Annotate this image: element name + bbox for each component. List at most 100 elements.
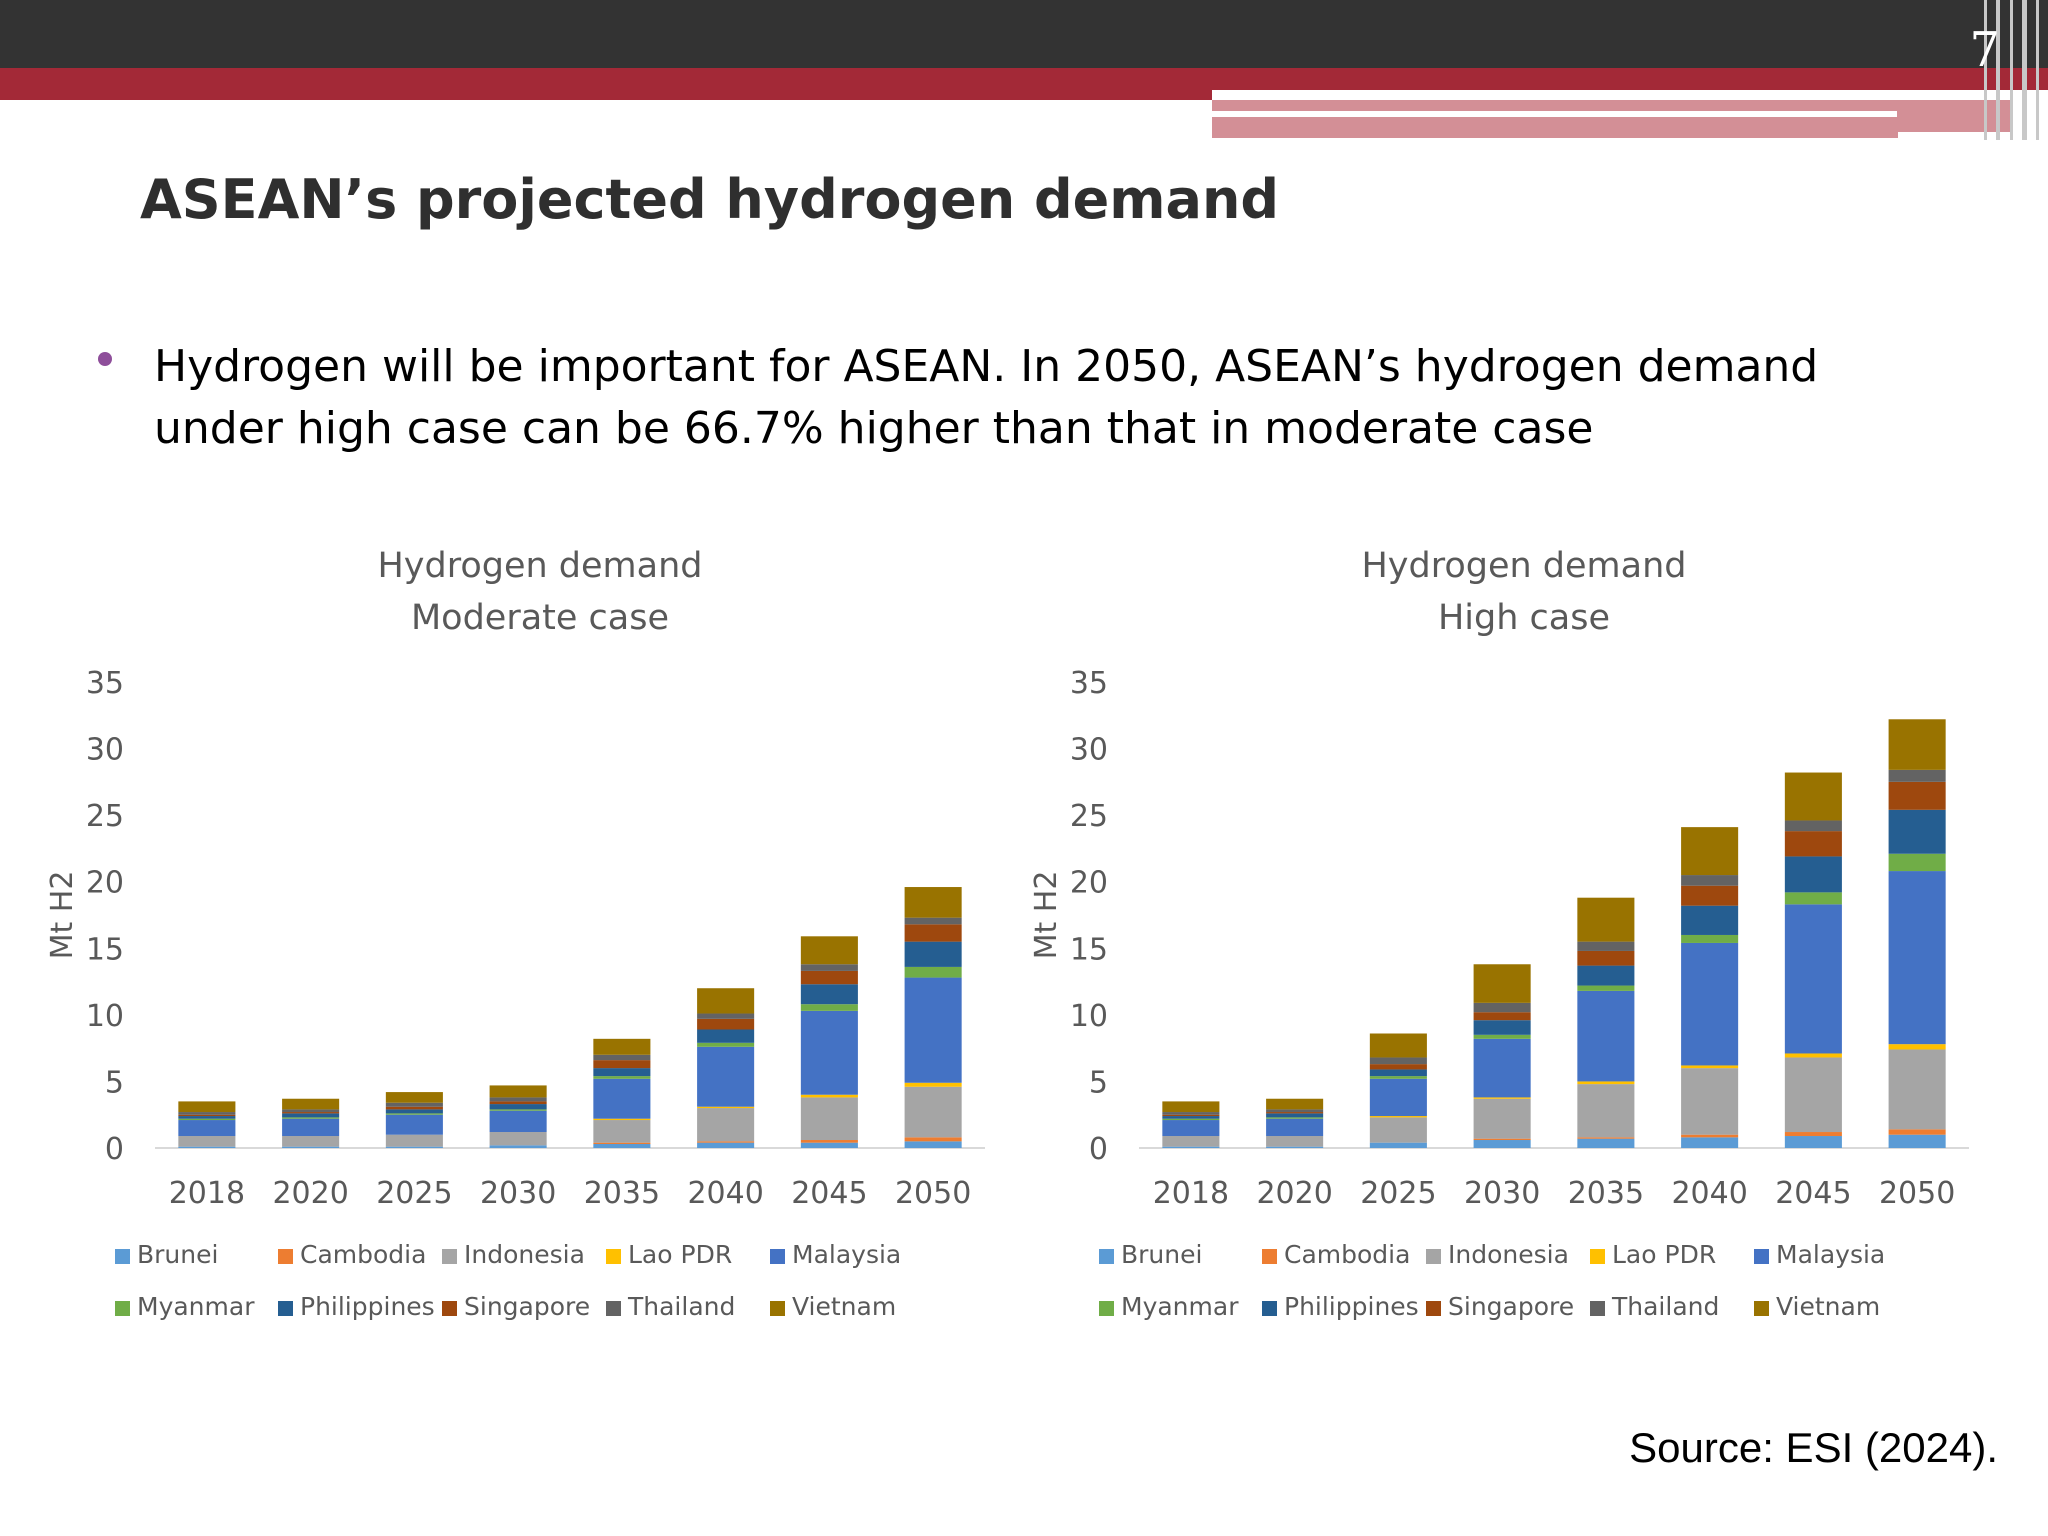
bar-segment-vietnam — [1577, 897, 1635, 942]
chart-high-case: Hydrogen demand High case Mt H2 0 5 10 15 20 2… — [1024, 540, 2024, 1340]
bar-segment-lao-pdr — [1369, 1116, 1427, 1118]
bar-segment-philippines — [904, 941, 962, 967]
bar-segment-singapore — [1473, 1012, 1531, 1021]
bar-segment-indonesia — [1369, 1117, 1427, 1143]
bar-segment-thailand — [282, 1109, 340, 1113]
y-tick-label: 30 — [1070, 733, 1108, 768]
bar-segment-indonesia — [1888, 1049, 1946, 1130]
y-tick-label: 5 — [1089, 1065, 1108, 1100]
bar-segment-indonesia — [385, 1134, 443, 1147]
legend-label: Lao PDR — [628, 1240, 732, 1269]
bar-segment-lao-pdr — [593, 1118, 651, 1121]
chart-title-line-2: High case — [1437, 598, 1611, 638]
legend-label: Lao PDR — [1612, 1240, 1716, 1269]
legend-swatch — [442, 1249, 457, 1264]
bar-segment-brunei — [800, 1142, 858, 1148]
bar-segment-malaysia — [1266, 1118, 1324, 1137]
bar-segment-brunei — [593, 1144, 651, 1148]
legend-label: Brunei — [1121, 1240, 1202, 1269]
bar-segment-brunei — [1681, 1137, 1739, 1148]
chart-moderate-case: Hydrogen demand Moderate case Mt H2 0 5 10 1… — [40, 540, 1040, 1340]
bar-segment-philippines — [1681, 905, 1739, 935]
bar-segment-thailand — [1162, 1112, 1220, 1115]
x-tick-label: 2035 — [584, 1176, 660, 1211]
bar-segment-singapore — [1162, 1114, 1220, 1117]
bar-segment-cambodia — [1473, 1138, 1531, 1141]
legend-swatch — [770, 1301, 785, 1316]
bar-segment-indonesia — [1577, 1084, 1635, 1138]
bar-segment-malaysia — [1577, 990, 1635, 1082]
legend-label: Vietnam — [1776, 1292, 1880, 1321]
bar-segment-indonesia — [1473, 1098, 1531, 1139]
bar-segment-malaysia — [1784, 904, 1842, 1054]
x-tick-label: 2030 — [480, 1176, 556, 1211]
bar-segment-lao-pdr — [1888, 1044, 1946, 1050]
y-tick-label: 0 — [105, 1132, 124, 1167]
bar-segment-cambodia — [1888, 1129, 1946, 1135]
legend-label: Thailand — [1611, 1292, 1719, 1321]
bar-segment-brunei — [1784, 1136, 1842, 1148]
bar-segment-philippines — [282, 1113, 340, 1118]
bar-segment-vietnam — [489, 1085, 547, 1098]
bar-segment-thailand — [1681, 875, 1739, 886]
bar-segment-vietnam — [1681, 827, 1739, 876]
bar-segment-malaysia — [800, 1010, 858, 1095]
bar-segment-malaysia — [904, 977, 962, 1083]
y-tick-label: 10 — [86, 999, 124, 1034]
x-tick-label: 2045 — [791, 1176, 867, 1211]
y-tick-label: 35 — [86, 666, 124, 701]
bar-segment-vietnam — [1784, 772, 1842, 821]
bar-segment-philippines — [1784, 856, 1842, 893]
bar-segment-vietnam — [1473, 964, 1531, 1003]
bar-segment-brunei — [1473, 1140, 1531, 1148]
legend-swatch — [1262, 1249, 1277, 1264]
bar-segment-thailand — [489, 1097, 547, 1102]
bar-segment-malaysia — [1162, 1120, 1220, 1137]
bar-segment-malaysia — [697, 1046, 755, 1107]
y-tick-label: 25 — [86, 799, 124, 834]
bar-segment-brunei — [1888, 1134, 1946, 1148]
legend-swatch — [1426, 1301, 1441, 1316]
bar-segment-thailand — [1473, 1002, 1531, 1013]
legend-label: Malaysia — [1776, 1240, 1885, 1269]
legend-label: Philippines — [1284, 1292, 1419, 1321]
legend-label: Indonesia — [464, 1240, 585, 1269]
y-tick-label: 35 — [1070, 666, 1108, 701]
legend-label: Myanmar — [1121, 1292, 1239, 1321]
legend-swatch — [115, 1301, 130, 1316]
bar-segment-thailand — [800, 964, 858, 971]
bar-segment-cambodia — [800, 1140, 858, 1143]
bar-segment-vietnam — [1369, 1033, 1427, 1058]
bar-segment-malaysia — [1681, 942, 1739, 1066]
bar-segment-philippines — [1888, 809, 1946, 854]
accent-band-lower — [0, 90, 1212, 100]
bar-segment-lao-pdr — [1784, 1053, 1842, 1058]
bar-segment-indonesia — [1162, 1136, 1220, 1147]
bar-segment-myanmar — [385, 1113, 443, 1115]
bar-segment-malaysia — [1888, 871, 1946, 1045]
bar-segment-vietnam — [1888, 719, 1946, 770]
bar-segment-singapore — [593, 1060, 651, 1069]
bar-segment-myanmar — [1681, 934, 1739, 943]
bar-segment-thailand — [1266, 1109, 1324, 1113]
bar-segment-myanmar — [282, 1117, 340, 1119]
x-tick-label: 2040 — [687, 1176, 763, 1211]
slide-number: 7 — [1969, 22, 2000, 78]
x-tick-label: 2045 — [1775, 1176, 1851, 1211]
bar-segment-lao-pdr — [697, 1106, 755, 1109]
bar-segment-brunei — [489, 1145, 547, 1148]
y-tick-label: 0 — [1089, 1132, 1108, 1167]
bar-segment-myanmar — [1369, 1076, 1427, 1079]
legend-label: Cambodia — [1284, 1240, 1410, 1269]
bar-segment-indonesia — [593, 1120, 651, 1143]
bar-segment-cambodia — [904, 1137, 962, 1142]
bar-segment-malaysia — [593, 1078, 651, 1119]
bar-segment-vietnam — [385, 1092, 443, 1103]
bar-segment-brunei — [904, 1141, 962, 1148]
legend-swatch — [770, 1249, 785, 1264]
bar-segment-myanmar — [593, 1076, 651, 1079]
decorative-stripes — [1980, 0, 2048, 140]
bar-segment-lao-pdr — [1577, 1081, 1635, 1085]
